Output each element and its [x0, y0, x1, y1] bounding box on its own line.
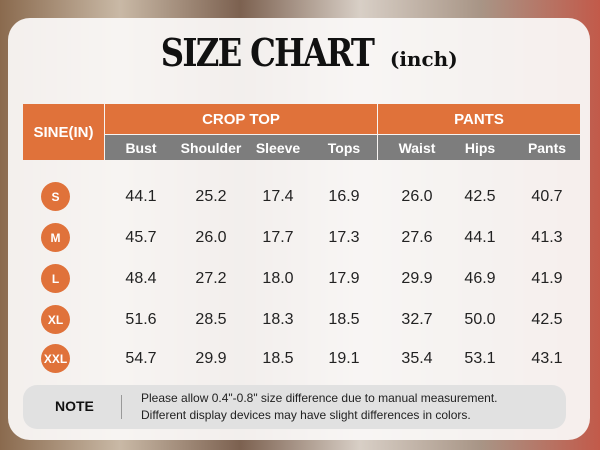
- column-header: Sleeve: [255, 140, 301, 156]
- table-cell: 50.0: [464, 311, 496, 328]
- column-header: Waist: [398, 140, 436, 156]
- title-main: SIZE CHART: [161, 30, 375, 75]
- table-cell: 18.5: [328, 311, 360, 328]
- note-text: Please allow 0.4"-0.8" size difference d…: [141, 390, 498, 424]
- table-cell: 18.3: [262, 311, 294, 328]
- table-cell: 32.7: [401, 311, 433, 328]
- column-header: Hips: [464, 140, 496, 156]
- table-cell: 35.4: [401, 350, 433, 367]
- size-badge: M: [41, 223, 70, 252]
- size-badge: XXL: [41, 344, 70, 373]
- table-cell: 29.9: [401, 270, 433, 287]
- column-header: Tops: [327, 140, 361, 156]
- table-cell: 17.3: [328, 229, 360, 246]
- table-cell: 18.0: [262, 270, 294, 287]
- table-cell: 41.3: [531, 229, 563, 246]
- table-cell: 41.9: [531, 270, 563, 287]
- table-cell: 40.7: [531, 188, 563, 205]
- pants-subheader: [378, 135, 580, 160]
- note-line: Different display devices may have sligh…: [141, 408, 471, 422]
- column-header: Shoulder: [180, 140, 242, 156]
- group-header-crop-top: CROP TOP: [105, 104, 377, 134]
- table-row: XXL 54.7 29.9 18.5 19.1 35.4 53.1 43.1: [0, 344, 600, 374]
- crop-top-subheader: [105, 135, 377, 160]
- table-cell: 44.1: [464, 229, 496, 246]
- table-cell: 26.0: [401, 188, 433, 205]
- table-cell: 54.7: [125, 350, 157, 367]
- table-cell: 28.5: [195, 311, 227, 328]
- table-row: S 44.1 25.2 17.4 16.9 26.0 42.5 40.7: [0, 182, 600, 212]
- table-cell: 53.1: [464, 350, 496, 367]
- group-header-pants: PANTS: [378, 104, 580, 134]
- table-row: XL 51.6 28.5 18.3 18.5 32.7 50.0 42.5: [0, 305, 600, 335]
- page-title: SIZE CHART (inch): [0, 30, 600, 75]
- table-cell: 42.5: [464, 188, 496, 205]
- note-box: NOTE Please allow 0.4"-0.8" size differe…: [23, 385, 566, 429]
- column-header: Pants: [527, 140, 567, 156]
- table-cell: 29.9: [195, 350, 227, 367]
- size-badge: L: [41, 264, 70, 293]
- table-cell: 44.1: [125, 188, 157, 205]
- table-row: L 48.4 27.2 18.0 17.9 29.9 46.9 41.9: [0, 264, 600, 294]
- table-cell: 46.9: [464, 270, 496, 287]
- table-cell: 19.1: [328, 350, 360, 367]
- column-header: Bust: [125, 140, 157, 156]
- note-line: Please allow 0.4"-0.8" size difference d…: [141, 391, 498, 405]
- table-cell: 45.7: [125, 229, 157, 246]
- table-cell: 16.9: [328, 188, 360, 205]
- table-cell: 17.7: [262, 229, 294, 246]
- table-cell: 17.4: [262, 188, 294, 205]
- table-cell: 27.6: [401, 229, 433, 246]
- note-divider: [121, 395, 122, 419]
- size-chart-card: [8, 18, 590, 440]
- table-cell: 26.0: [195, 229, 227, 246]
- table-cell: 27.2: [195, 270, 227, 287]
- note-label: NOTE: [55, 398, 94, 414]
- table-cell: 48.4: [125, 270, 157, 287]
- table-cell: 42.5: [531, 311, 563, 328]
- title-unit: (inch): [389, 47, 458, 71]
- table-row: M 45.7 26.0 17.7 17.3 27.6 44.1 41.3: [0, 223, 600, 253]
- table-cell: 17.9: [328, 270, 360, 287]
- size-badge: S: [41, 182, 70, 211]
- table-cell: 18.5: [262, 350, 294, 367]
- size-column-header: SINE(IN): [23, 104, 104, 160]
- table-cell: 43.1: [531, 350, 563, 367]
- table-cell: 51.6: [125, 311, 157, 328]
- table-cell: 25.2: [195, 188, 227, 205]
- size-badge: XL: [41, 305, 70, 334]
